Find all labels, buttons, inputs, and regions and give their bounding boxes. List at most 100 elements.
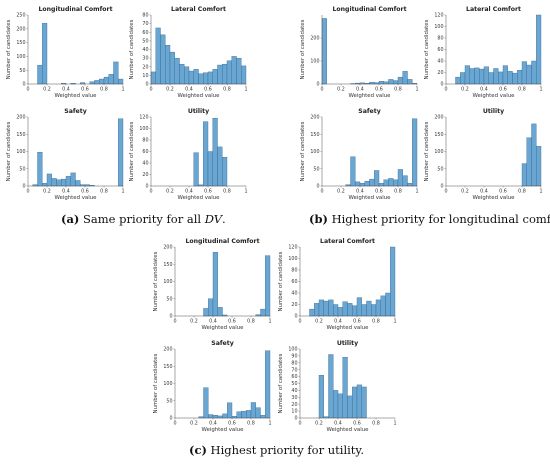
y-tick-label: 10: [142, 73, 148, 79]
panel-title: Lateral Comfort: [320, 238, 375, 245]
x-tick-label: 0: [26, 189, 29, 195]
y-tick-label: 0: [440, 184, 443, 190]
histogram-bar: [355, 181, 361, 187]
panel-title: Longitudinal Comfort: [332, 6, 406, 13]
panel-a-3: 0 20 40 60 80 100 120 0 0.2 0.4 0.6 0.8 1 Utility Weig…: [129, 108, 248, 201]
histogram-bar: [517, 70, 523, 85]
y-tick-label: 0: [169, 314, 172, 320]
histogram-bar: [536, 14, 542, 85]
y-tick-label: 60: [291, 374, 297, 380]
y-tick-label: 150: [434, 132, 443, 138]
y-tick-label: 20: [142, 64, 148, 70]
x-tick-label: 0.8: [223, 189, 231, 195]
x-tick-label: 0.2: [461, 189, 469, 195]
histogram-bar: [333, 390, 339, 419]
x-axis-label: Weighted value: [327, 325, 370, 331]
x-axis-label: Weighted value: [327, 427, 370, 433]
histogram-bar: [483, 66, 489, 85]
histogram-bar: [366, 300, 372, 317]
histogram-bar: [203, 387, 209, 419]
y-tick-label: 40: [142, 47, 148, 53]
histogram-bar: [342, 357, 348, 419]
y-tick-label: 150: [16, 132, 25, 138]
y-tick-label: 20: [291, 402, 297, 408]
y-tick-label: 50: [142, 38, 148, 44]
y-tick-label: 0: [22, 82, 25, 88]
histogram-bar: [460, 72, 466, 85]
histogram-bar: [46, 173, 52, 187]
histogram-bar: [361, 304, 367, 317]
y-tick-label: 0: [169, 416, 172, 422]
histogram-bar: [328, 299, 334, 317]
x-tick-label: 0.2: [461, 87, 469, 93]
y-tick-label: 100: [288, 347, 297, 353]
y-tick-label: 70: [291, 367, 297, 373]
x-tick-label: 0.8: [518, 189, 526, 195]
histogram-bar: [265, 255, 271, 317]
histogram-bar: [212, 69, 218, 85]
histogram-bar: [521, 163, 527, 187]
histogram-bar: [337, 307, 343, 317]
histogram-bar: [359, 183, 365, 187]
y-axis-label: Number of candidates: [153, 353, 159, 413]
y-tick-label: 40: [291, 388, 297, 394]
histogram-bar: [369, 178, 375, 187]
y-tick-label: 50: [313, 166, 319, 172]
x-tick-label: 1: [244, 189, 247, 195]
histogram-bar: [212, 252, 218, 317]
x-tick-label: 0.2: [43, 87, 51, 93]
histogram-bar: [203, 121, 209, 187]
x-tick-label: 0: [149, 87, 152, 93]
y-tick-label: 0: [145, 184, 148, 190]
histogram-bar: [89, 81, 95, 85]
panel-title: Safety: [211, 340, 234, 347]
y-tick-label: 250: [16, 13, 25, 19]
histogram-bar: [356, 384, 362, 419]
y-tick-label: 60: [437, 47, 443, 53]
histogram-bar: [361, 386, 367, 419]
y-tick-label: 120: [434, 13, 443, 19]
y-tick-label: 90: [291, 354, 297, 360]
histogram-bar: [236, 411, 242, 419]
histogram-bar: [42, 23, 48, 85]
histogram-bar: [455, 76, 461, 85]
histogram-bar: [193, 69, 199, 85]
x-tick-label: 0.6: [353, 421, 361, 427]
y-axis-label: Number of candidates: [300, 121, 306, 181]
y-tick-label: 60: [291, 279, 297, 285]
histogram-bar: [217, 146, 223, 187]
histogram-bar: [155, 27, 161, 85]
histogram-bar: [333, 304, 339, 317]
y-tick-label: 100: [434, 149, 443, 155]
x-tick-label: 0.2: [190, 319, 198, 325]
histogram-bar: [203, 308, 209, 317]
histogram-bar: [402, 71, 408, 85]
histogram-bar: [241, 410, 247, 419]
y-tick-label: 70: [142, 21, 148, 27]
caption-a-tail: .: [222, 212, 226, 226]
histogram-bar: [56, 179, 62, 187]
histogram-bar: [352, 386, 358, 419]
y-axis-label: Number of candidates: [278, 353, 284, 413]
y-tick-label: 150: [163, 364, 172, 370]
y-axis-label: Number of candidates: [129, 19, 135, 79]
x-tick-label: 0.4: [334, 319, 342, 325]
y-tick-label: 200: [16, 26, 25, 32]
histogram-bar: [113, 61, 119, 85]
y-tick-label: 40: [142, 161, 148, 167]
histogram-bar: [260, 308, 266, 317]
panel-title: Utility: [483, 108, 504, 115]
histogram-bar: [309, 308, 315, 317]
x-axis-label: Weighted value: [178, 195, 221, 201]
y-axis-label: Number of candidates: [6, 121, 12, 181]
histogram-bar: [323, 300, 329, 317]
x-tick-label: 0.4: [334, 421, 342, 427]
x-tick-label: 0: [26, 87, 29, 93]
panel-b-0: 0 100 200 0 0.2 0.4 0.6 0.8 1 Longitudinal Comfor…: [300, 6, 419, 99]
histogram-bar: [498, 71, 504, 85]
y-tick-label: 40: [437, 59, 443, 65]
histogram-bar: [393, 179, 399, 187]
histogram-bar: [165, 45, 171, 85]
